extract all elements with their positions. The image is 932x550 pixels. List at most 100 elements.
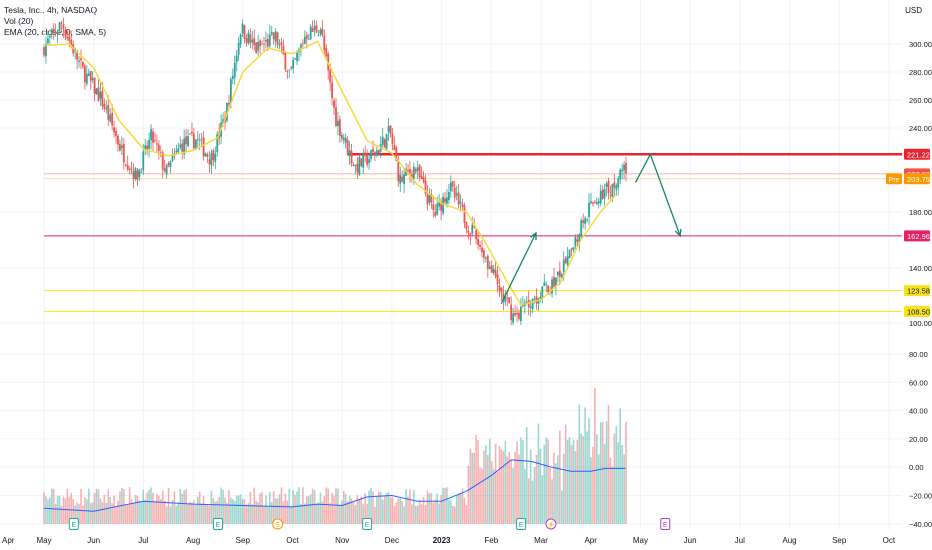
event-marker-future-earnings[interactable]: E <box>660 518 671 530</box>
price-axis[interactable]: 300.00 280.00 260.00 240.00 180.00 140.00 100.… <box>886 40 932 529</box>
candle-body <box>407 169 409 172</box>
volume-bar <box>453 506 456 524</box>
volume-bar <box>265 495 267 524</box>
candle-body <box>492 268 495 273</box>
time-tick-label: Jun <box>684 536 697 545</box>
time-axis[interactable]: Apr May Jun Jul Aug Sep Oct Nov Dec 2023 Feb Mar Apr… <box>2 536 896 545</box>
volume-bar <box>58 495 61 524</box>
volume-bar <box>370 487 372 524</box>
time-tick-label: 2023 <box>433 536 451 545</box>
symbol-title[interactable]: Tesla, Inc., 4h, NASDAQ <box>4 5 98 15</box>
candle-body <box>518 312 520 319</box>
volume-bar <box>416 505 419 524</box>
volume-bar <box>619 408 621 524</box>
projection-arrows[interactable] <box>500 152 682 305</box>
volume-bar <box>551 479 553 524</box>
volume-bar <box>305 496 308 524</box>
event-marker-dividend-flash[interactable]: ⚡ <box>545 518 557 530</box>
volume-bar <box>311 488 314 524</box>
price-tick-label: 140.00 <box>909 264 932 273</box>
volume-bar <box>52 488 55 524</box>
volume-bar <box>193 500 195 524</box>
volume-bar <box>251 504 254 524</box>
candle-body <box>391 133 394 145</box>
volume-bar <box>255 500 257 524</box>
candle-body <box>113 127 115 133</box>
volume-bar <box>257 502 259 524</box>
candle-body <box>296 52 298 62</box>
volume-bar <box>617 442 620 524</box>
candle-body <box>89 70 92 81</box>
volume-indicator-label[interactable]: Vol (20) <box>4 16 34 26</box>
volume-bar <box>230 497 232 524</box>
candle-body <box>385 133 388 150</box>
event-marker-earnings[interactable]: E <box>68 518 79 530</box>
volume-bar <box>481 468 483 524</box>
volume-bar <box>467 465 470 524</box>
volume-bar <box>376 496 378 524</box>
event-marker-earnings[interactable]: E <box>212 518 223 530</box>
candle-body <box>609 194 612 196</box>
volume-bar <box>599 422 602 524</box>
volume-bar <box>446 487 448 524</box>
event-marker-earnings[interactable]: E <box>362 518 373 530</box>
volume-bar <box>99 498 102 524</box>
candle-body <box>338 119 341 136</box>
candle-body <box>590 201 592 204</box>
candle-body <box>245 38 248 43</box>
volume-bars <box>43 387 627 524</box>
candle-body <box>447 191 450 201</box>
horizontal-levels[interactable] <box>44 153 902 312</box>
volume-bar <box>185 488 187 524</box>
price-tick-label: 240.00 <box>909 124 932 133</box>
volume-bar <box>451 505 454 524</box>
volume-bar <box>356 495 359 524</box>
candle-body <box>237 43 240 55</box>
candle-body <box>70 39 73 45</box>
volume-bar <box>87 488 90 524</box>
event-markers[interactable]: E E S E E ⚡ E <box>68 518 671 530</box>
volume-bar <box>358 499 361 524</box>
pre-market-tag <box>886 173 902 185</box>
volume-bar <box>506 456 509 524</box>
volume-tick-label: −40.00 <box>909 520 932 529</box>
candle-body <box>477 239 479 245</box>
candle-body <box>461 204 464 208</box>
volume-bar <box>512 467 514 524</box>
candle-body <box>138 169 141 178</box>
volume-bar <box>247 502 250 524</box>
candle-body <box>601 189 604 199</box>
candle-body <box>91 78 94 81</box>
volume-bar <box>566 439 569 524</box>
price-tick-label: 100.00 <box>909 319 932 328</box>
candle-body <box>360 158 363 166</box>
volume-bar <box>154 502 156 524</box>
volume-bar <box>364 493 366 524</box>
candle-body <box>115 130 117 137</box>
event-marker-split[interactable]: S <box>272 518 284 530</box>
volume-bar <box>488 438 491 524</box>
currency-label[interactable]: USD <box>905 6 922 15</box>
volume-bar <box>570 445 573 524</box>
volume-bar <box>128 487 131 524</box>
time-tick-label: Nov <box>335 536 349 545</box>
candle-body <box>265 39 267 42</box>
candle-body <box>570 248 573 250</box>
volume-bar <box>399 498 402 524</box>
volume-bar <box>387 492 390 524</box>
candle-body <box>95 88 98 94</box>
volume-bar <box>54 503 57 524</box>
volume-bar <box>434 499 437 524</box>
projection-down-arrow-head <box>674 228 682 238</box>
volume-bar <box>533 467 536 524</box>
volume-bar <box>86 499 88 524</box>
candle-body <box>514 313 516 316</box>
volume-bar <box>300 503 302 524</box>
price-badge <box>904 230 930 242</box>
candle-body <box>241 23 244 34</box>
candle-body <box>101 90 104 107</box>
candle-body <box>93 77 96 94</box>
event-marker-earnings[interactable]: E <box>516 518 527 530</box>
volume-bar <box>93 492 96 524</box>
